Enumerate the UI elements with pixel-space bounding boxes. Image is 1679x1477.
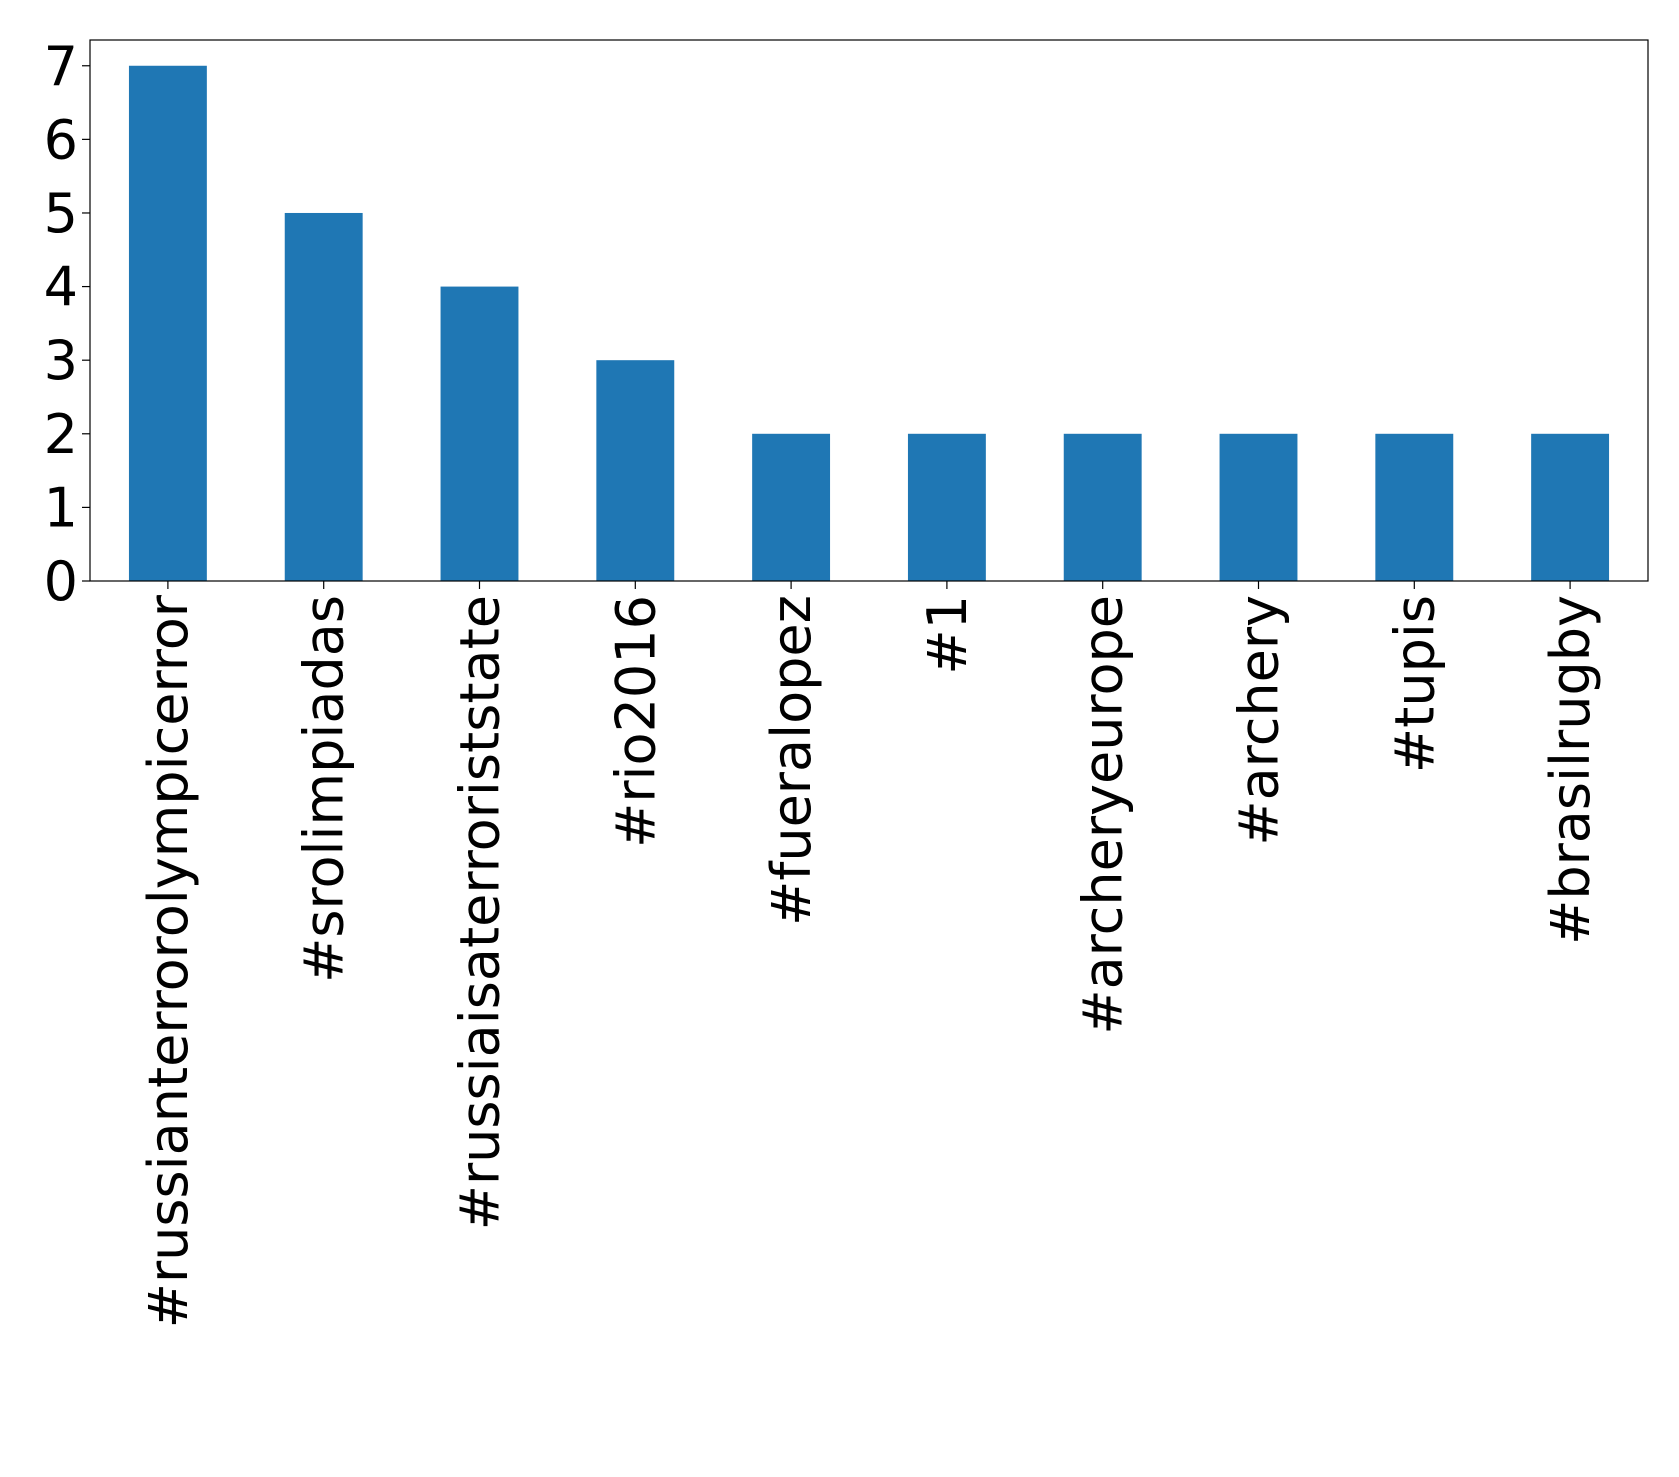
y-tick-label: 3: [44, 329, 78, 392]
y-tick-label: 4: [44, 256, 78, 319]
bar: [752, 433, 831, 581]
x-tick-label: #russianterrorolympicerror: [137, 594, 200, 1328]
bar: [1375, 433, 1454, 581]
y-tick-label: 0: [44, 550, 78, 613]
x-tick-label: #archery: [1228, 595, 1291, 846]
x-tick-label: #brasilrugby: [1539, 595, 1602, 945]
x-tick-label: #russiaisaterroriststate: [449, 595, 512, 1230]
x-tick-label: #fueralopez: [760, 595, 823, 926]
bar: [1063, 433, 1142, 581]
y-tick-label: 7: [44, 35, 78, 98]
bar: [907, 433, 986, 581]
plot-frame: [89, 39, 1649, 582]
y-tick-label: 6: [44, 108, 78, 171]
bar: [1219, 433, 1298, 581]
bar: [284, 212, 363, 582]
bar: [440, 286, 519, 581]
x-tick-label: #rio2016: [604, 595, 667, 848]
y-tick-label: 5: [44, 182, 78, 245]
y-tick-label: 2: [44, 403, 78, 466]
x-tick-label: #archeryeurope: [1072, 595, 1135, 1035]
x-tick-label: #1: [916, 595, 979, 675]
bar: [128, 65, 207, 581]
bar: [1531, 433, 1610, 581]
x-tick-label: #tupis: [1383, 595, 1446, 773]
y-tick-label: 1: [44, 476, 78, 539]
bar: [596, 360, 675, 581]
x-tick-label: #srolimpiadas: [293, 595, 356, 983]
